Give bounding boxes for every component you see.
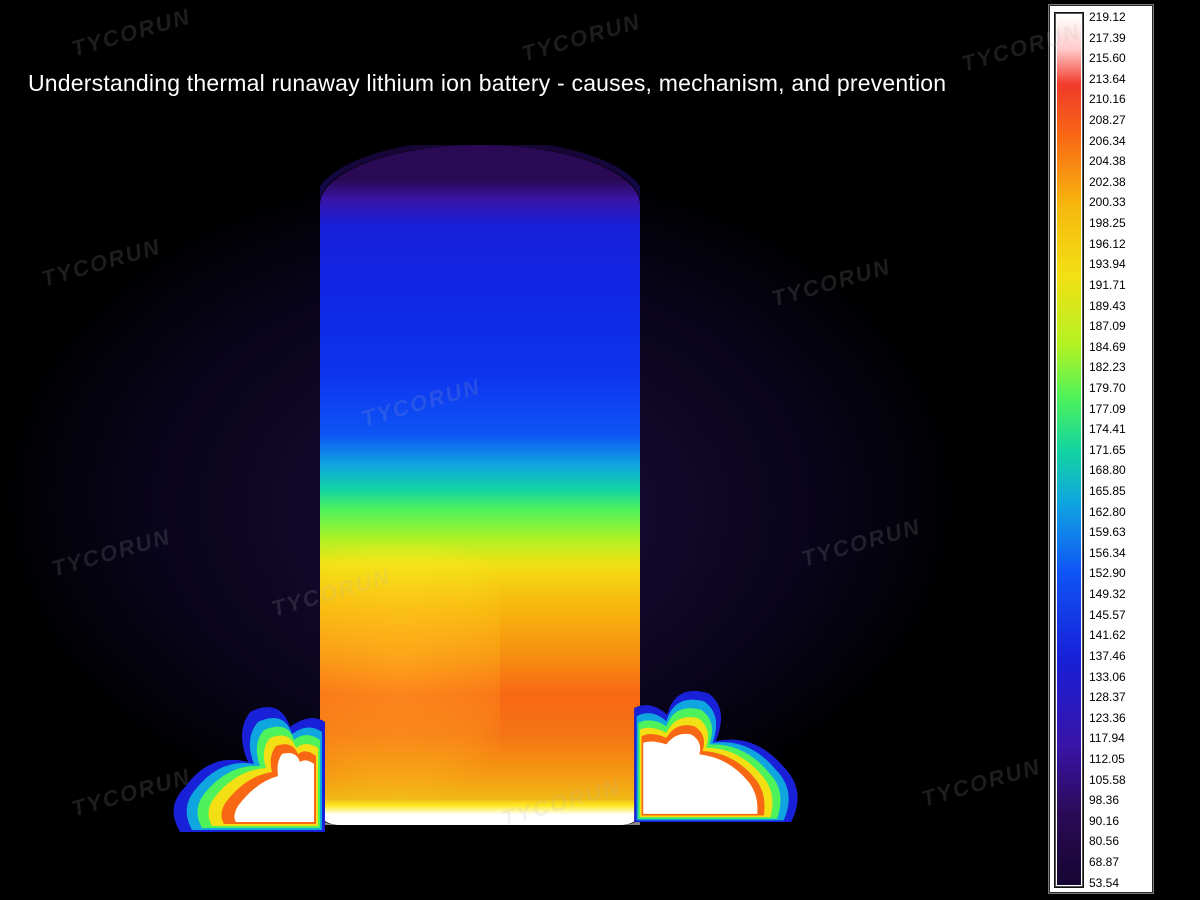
scale-value: 206.34 <box>1089 135 1149 147</box>
scale-value: 208.27 <box>1089 114 1149 126</box>
scale-value: 149.32 <box>1089 588 1149 600</box>
scale-value: 184.69 <box>1089 341 1149 353</box>
color-scale-strip <box>1055 13 1083 887</box>
cylinder-hotspot <box>320 545 500 805</box>
thermal-runaway-infographic: Understanding thermal runaway lithium io… <box>0 0 1200 900</box>
scale-value: 204.38 <box>1089 155 1149 167</box>
scale-value: 217.39 <box>1089 32 1149 44</box>
scale-value: 198.25 <box>1089 217 1149 229</box>
scale-value: 179.70 <box>1089 382 1149 394</box>
scale-value: 174.41 <box>1089 423 1149 435</box>
scale-value: 168.80 <box>1089 464 1149 476</box>
color-scale-panel: 219.12 217.39 215.60 213.64 210.16 208.27 206.… <box>1048 4 1154 894</box>
page-title: Understanding thermal runaway lithium io… <box>28 70 946 96</box>
right-black-separator <box>988 0 1048 900</box>
scale-value: 128.37 <box>1089 691 1149 703</box>
scale-value: 117.94 <box>1089 732 1149 744</box>
scale-value: 53.54 <box>1089 877 1149 889</box>
scale-value: 182.23 <box>1089 361 1149 373</box>
battery-cylinder <box>320 145 640 825</box>
scale-value: 191.71 <box>1089 279 1149 291</box>
color-scale-labels: 219.12 217.39 215.60 213.64 210.16 208.27 206.… <box>1089 11 1149 889</box>
scale-value: 80.56 <box>1089 835 1149 847</box>
scale-value: 137.46 <box>1089 650 1149 662</box>
scale-value: 98.36 <box>1089 794 1149 806</box>
scale-value: 112.05 <box>1089 753 1149 765</box>
scale-value: 145.57 <box>1089 609 1149 621</box>
scale-value: 165.85 <box>1089 485 1149 497</box>
scale-value: 177.09 <box>1089 403 1149 415</box>
color-scale-gradient <box>1057 15 1081 885</box>
left-plume <box>140 632 330 842</box>
scale-value: 162.80 <box>1089 506 1149 518</box>
scale-value: 215.60 <box>1089 52 1149 64</box>
scale-value: 171.65 <box>1089 444 1149 456</box>
cylinder-base-white <box>320 799 640 825</box>
cylinder-body <box>320 145 640 825</box>
scale-value: 189.43 <box>1089 300 1149 312</box>
scale-value: 187.09 <box>1089 320 1149 332</box>
scale-value: 196.12 <box>1089 238 1149 250</box>
scale-value: 156.34 <box>1089 547 1149 559</box>
scale-value: 210.16 <box>1089 93 1149 105</box>
scale-value: 141.62 <box>1089 629 1149 641</box>
right-plume <box>630 632 820 842</box>
scale-value: 219.12 <box>1089 11 1149 23</box>
scale-value: 90.16 <box>1089 815 1149 827</box>
scale-value: 193.94 <box>1089 258 1149 270</box>
scale-value: 105.58 <box>1089 774 1149 786</box>
scale-value: 213.64 <box>1089 73 1149 85</box>
scale-value: 68.87 <box>1089 856 1149 868</box>
scale-value: 123.36 <box>1089 712 1149 724</box>
scale-value: 200.33 <box>1089 196 1149 208</box>
thermal-figure <box>150 145 870 850</box>
scale-value: 152.90 <box>1089 567 1149 579</box>
scale-value: 159.63 <box>1089 526 1149 538</box>
scale-value: 133.06 <box>1089 671 1149 683</box>
scale-value: 202.38 <box>1089 176 1149 188</box>
title-bar: Understanding thermal runaway lithium io… <box>0 52 1000 117</box>
